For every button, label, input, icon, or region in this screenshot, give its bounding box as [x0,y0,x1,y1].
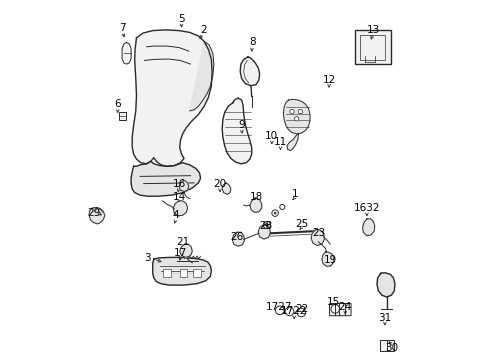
Text: 8: 8 [248,37,255,48]
Polygon shape [173,201,187,216]
Polygon shape [122,42,131,64]
Polygon shape [89,207,104,224]
Text: 9: 9 [238,120,244,130]
Text: 2: 2 [200,24,206,35]
Polygon shape [240,57,259,86]
Text: 24: 24 [338,302,351,312]
Text: 22: 22 [295,304,308,314]
Text: 21: 21 [176,237,189,247]
Text: 10: 10 [265,131,278,141]
Bar [193,269,200,277]
Bar [118,112,126,120]
Text: 6: 6 [114,99,121,109]
Text: 14: 14 [173,192,186,202]
Polygon shape [286,134,298,150]
Text: 31: 31 [378,312,391,323]
Polygon shape [283,99,309,134]
Circle shape [279,204,284,210]
Polygon shape [131,161,200,196]
Circle shape [289,109,294,114]
Circle shape [330,305,339,313]
Circle shape [294,117,298,121]
Circle shape [263,221,270,229]
Polygon shape [258,225,270,239]
Text: 1632: 1632 [353,203,379,213]
Bar [360,35,384,60]
Circle shape [273,212,276,214]
Bar [163,269,170,277]
Text: 1: 1 [291,189,298,199]
Text: 25: 25 [294,219,307,229]
Polygon shape [152,257,211,285]
Text: 15: 15 [326,297,340,307]
FancyBboxPatch shape [339,303,350,316]
Polygon shape [189,41,213,111]
Text: 1727: 1727 [265,302,292,312]
Text: 12: 12 [322,75,335,85]
Text: 17: 17 [173,248,187,258]
Text: 20: 20 [213,179,226,189]
Polygon shape [321,252,333,266]
Polygon shape [232,232,244,246]
Bar [355,30,390,64]
Circle shape [285,307,293,316]
Bar [379,340,393,351]
Text: 5: 5 [178,14,184,24]
Polygon shape [222,98,251,164]
Polygon shape [132,30,212,166]
Text: 4: 4 [172,210,179,220]
Polygon shape [179,244,192,257]
Text: 11: 11 [273,137,286,147]
Text: 28: 28 [258,221,271,231]
Circle shape [271,210,278,216]
Polygon shape [222,183,230,194]
Polygon shape [376,273,394,297]
Text: 26: 26 [229,232,243,242]
Polygon shape [362,219,374,236]
Text: 13: 13 [366,24,379,35]
Bar [179,269,186,277]
Text: 23: 23 [311,228,325,238]
Text: 29: 29 [87,208,101,218]
Text: 7: 7 [119,23,126,33]
Circle shape [265,224,268,226]
FancyBboxPatch shape [329,303,340,316]
Text: 19: 19 [323,255,336,265]
Circle shape [296,308,305,317]
Polygon shape [179,181,188,192]
Text: 30: 30 [385,343,398,354]
Circle shape [275,306,284,315]
Text: 1722: 1722 [280,306,307,316]
Circle shape [298,109,302,114]
Text: 16: 16 [172,179,185,189]
Polygon shape [249,198,261,212]
Text: 3: 3 [143,253,150,264]
Text: 18: 18 [249,192,263,202]
Polygon shape [310,229,324,246]
